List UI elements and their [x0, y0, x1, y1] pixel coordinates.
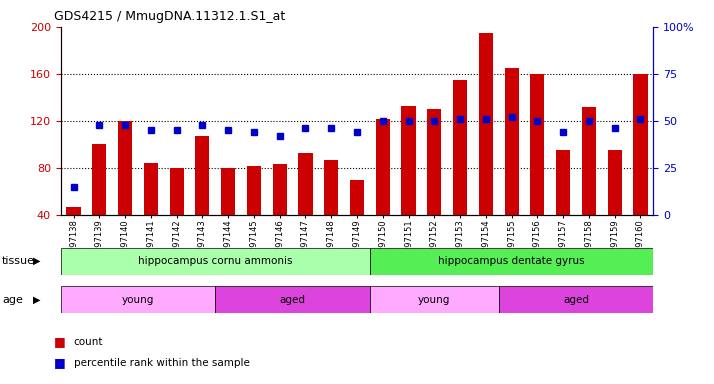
Bar [531, 74, 545, 215]
Bar [582, 107, 596, 215]
Text: count: count [74, 337, 103, 347]
Bar [61, 248, 370, 275]
Text: tissue: tissue [2, 256, 35, 266]
Text: ▶: ▶ [34, 256, 41, 266]
Text: age: age [2, 295, 23, 305]
Text: ■: ■ [54, 335, 65, 348]
Bar [350, 180, 364, 215]
Text: percentile rank within the sample: percentile rank within the sample [74, 358, 249, 368]
Bar [118, 121, 132, 215]
Bar [144, 163, 158, 215]
Text: ■: ■ [54, 356, 65, 369]
Text: aged: aged [563, 295, 589, 305]
Bar [196, 136, 209, 215]
Bar [221, 168, 235, 215]
Bar [633, 74, 648, 215]
Bar [556, 151, 570, 215]
Bar [479, 33, 493, 215]
Text: GDS4215 / MmugDNA.11312.1.S1_at: GDS4215 / MmugDNA.11312.1.S1_at [54, 10, 285, 23]
Bar [66, 207, 81, 215]
Text: aged: aged [280, 295, 306, 305]
Bar [505, 68, 518, 215]
Bar [453, 80, 467, 215]
Bar [370, 248, 653, 275]
Bar [498, 286, 653, 313]
Text: young: young [418, 295, 451, 305]
Text: hippocampus cornu ammonis: hippocampus cornu ammonis [138, 256, 293, 266]
Bar [92, 144, 106, 215]
Text: ▶: ▶ [34, 295, 41, 305]
Bar [324, 160, 338, 215]
Text: young: young [122, 295, 154, 305]
Bar [370, 286, 498, 313]
Bar [298, 153, 313, 215]
Bar [61, 286, 216, 313]
Bar [273, 164, 287, 215]
Bar [247, 166, 261, 215]
Bar [169, 168, 183, 215]
Bar [376, 119, 390, 215]
Bar [608, 151, 622, 215]
Bar [401, 106, 416, 215]
Text: hippocampus dentate gyrus: hippocampus dentate gyrus [438, 256, 585, 266]
Bar [216, 286, 370, 313]
Bar [427, 109, 441, 215]
